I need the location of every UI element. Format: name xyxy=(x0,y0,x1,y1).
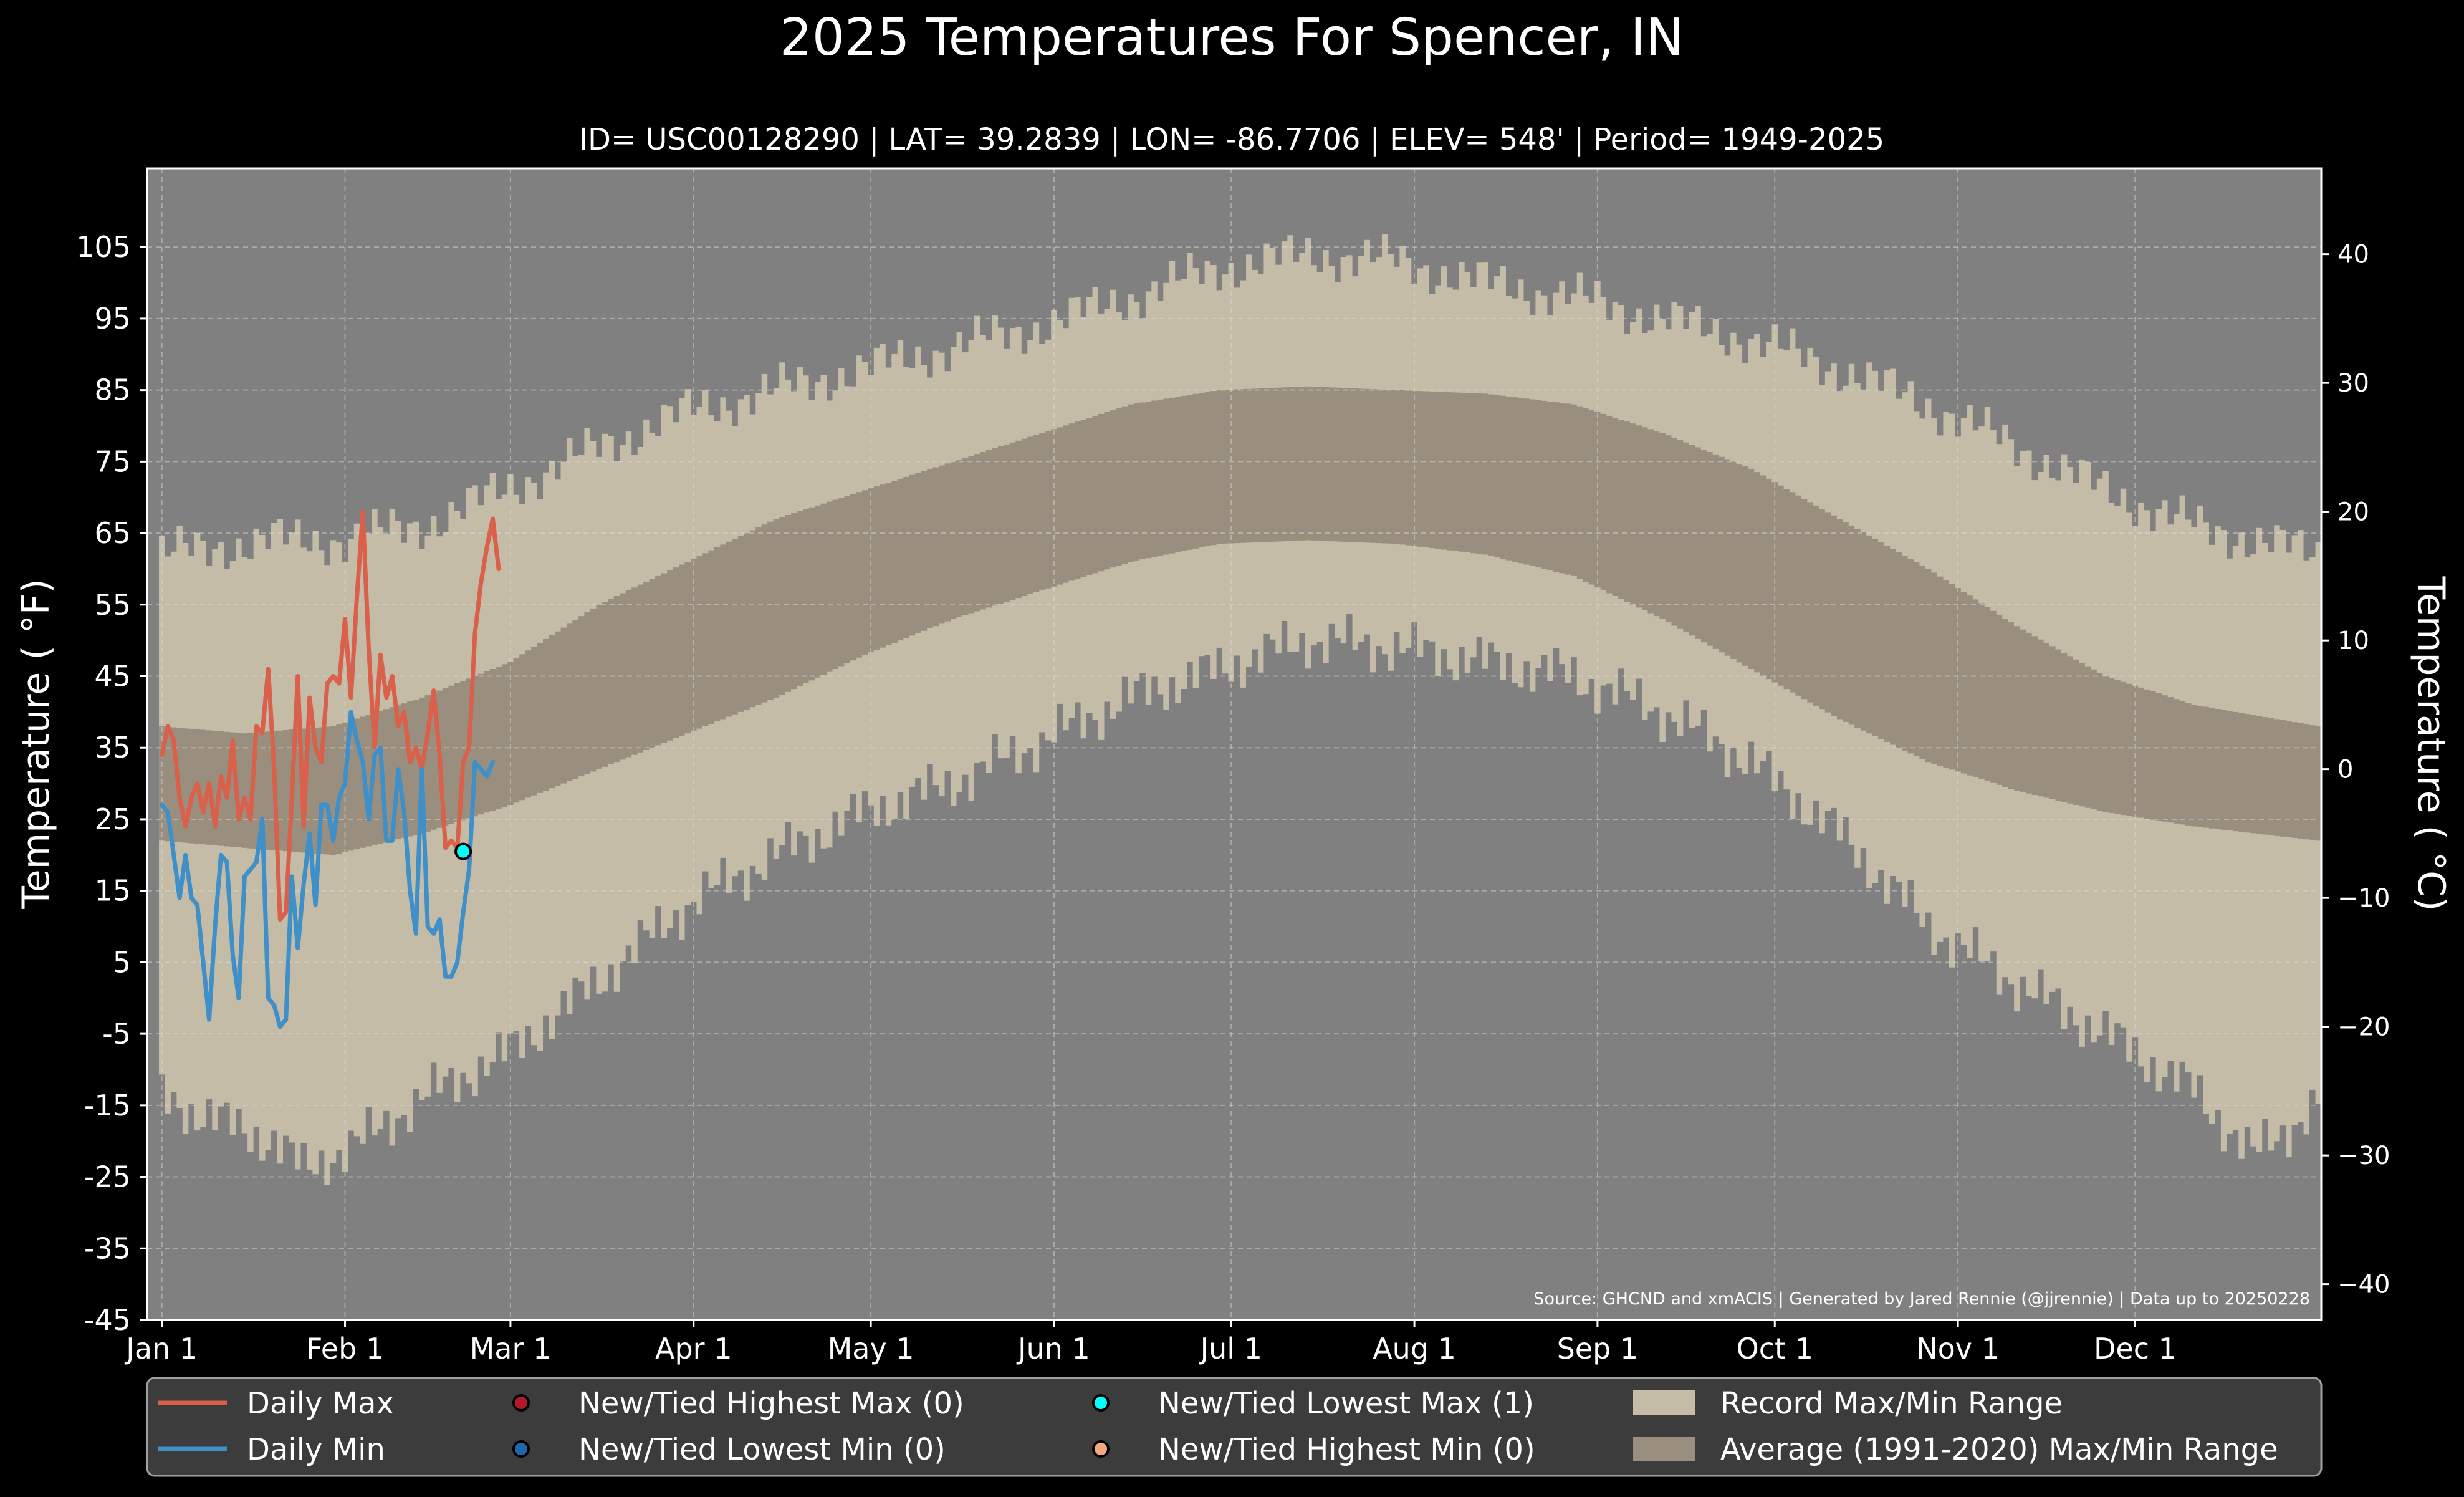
range-bands xyxy=(158,234,2321,1185)
y-tick-label: 75 xyxy=(94,445,131,478)
x-tick-label: Feb 1 xyxy=(306,1332,384,1365)
legend-label: New/Tied Lowest Max (1) xyxy=(1158,1386,1534,1421)
series-lines xyxy=(160,509,501,1029)
legend-label: New/Tied Highest Max (0) xyxy=(578,1386,964,1421)
x-tick-label: Mar 1 xyxy=(470,1332,552,1365)
legend-box xyxy=(146,1377,2323,1477)
legend-item-new-tied-lowest-max-1: New/Tied Lowest Max (1) xyxy=(1092,1386,1534,1421)
grid-lines xyxy=(147,168,2321,1321)
y-right-tick-label: 0 xyxy=(2337,756,2353,784)
legend: Daily Max Daily Min New/Tied Highest Max (… xyxy=(146,1377,2323,1477)
x-tick-label: Oct 1 xyxy=(1737,1332,1813,1365)
y-tick-label: 55 xyxy=(94,588,131,622)
legend-item-daily-max: Daily Max xyxy=(158,1386,394,1421)
y-right-tick-label: 30 xyxy=(2337,369,2369,398)
y-tick-label: 65 xyxy=(94,516,131,550)
y-tick-label: 85 xyxy=(94,373,131,407)
legend-label: New/Tied Highest Min (0) xyxy=(1158,1432,1535,1467)
plot-frame xyxy=(146,167,2323,1321)
legend-label: New/Tied Lowest Min (0) xyxy=(578,1432,946,1467)
y-tick-label: -35 xyxy=(84,1231,131,1265)
x-tick-label: Apr 1 xyxy=(655,1332,732,1365)
chart-title: 2025 Temperatures For Spencer, IN xyxy=(780,8,1684,67)
legend-swatch-dot xyxy=(512,1394,530,1412)
x-tick-label: Sep 1 xyxy=(1557,1332,1639,1365)
y-tick-label: -45 xyxy=(84,1303,131,1337)
legend-item-record-max-min-range: Record Max/Min Range xyxy=(1633,1386,2063,1421)
x-tick-label: Dec 1 xyxy=(2094,1332,2177,1365)
legend-label: Record Max/Min Range xyxy=(1720,1386,2063,1421)
legend-item-daily-min: Daily Min xyxy=(158,1432,385,1467)
x-tick-label: Jan 1 xyxy=(124,1332,198,1365)
chart-subtitle: ID= USC00128290 | LAT= 39.2839 | LON= -8… xyxy=(579,122,1884,157)
y-right-tick-label: 20 xyxy=(2337,498,2369,527)
legend-swatch-dot xyxy=(1092,1394,1110,1412)
y-tick-label: 5 xyxy=(113,945,131,979)
source-note: Source: GHCND and xmACIS | Generated by … xyxy=(1533,1289,2310,1309)
y-right-tick-label: −10 xyxy=(2337,884,2390,913)
x-tick-label: Jul 1 xyxy=(1199,1332,1262,1365)
y-tick-label: 15 xyxy=(94,874,131,908)
y-right-tick-label: 40 xyxy=(2337,241,2369,269)
y-tick-label: -25 xyxy=(84,1160,131,1194)
legend-item-new-tied-highest-min-0: New/Tied Highest Min (0) xyxy=(1092,1432,1535,1467)
x-tick-label: Jun 1 xyxy=(1016,1332,1090,1365)
legend-swatch-dot xyxy=(1092,1440,1110,1458)
x-tick-label: May 1 xyxy=(828,1332,914,1365)
y-axis-right-label: Temperature ( °C) xyxy=(2409,576,2453,912)
y-axis-left: -45 -35 -25 -15 -5 5 15 25 35 45 55 65 75 85 95 105 xyxy=(76,230,147,1337)
y-tick-label: 45 xyxy=(94,660,131,693)
legend-item-new-tied-lowest-min-0: New/Tied Lowest Min (0) xyxy=(512,1432,946,1467)
lowest-max-record-marker xyxy=(454,842,472,860)
y-axis-right: −40 −30 −20 −10 0 10 20 30 40 xyxy=(2321,241,2390,1299)
y-right-tick-label: −20 xyxy=(2337,1013,2390,1042)
plot-area: Source: GHCND and xmACIS | Generated by … xyxy=(146,167,2323,1321)
y-right-tick-label: −30 xyxy=(2337,1142,2390,1170)
y-tick-label: -15 xyxy=(84,1089,131,1122)
y-right-tick-label: −40 xyxy=(2337,1271,2390,1299)
legend-item-new-tied-highest-max-0: New/Tied Highest Max (0) xyxy=(512,1386,964,1421)
legend-label: Daily Min xyxy=(247,1432,385,1467)
record-markers xyxy=(454,842,472,860)
legend-swatch-dot xyxy=(512,1440,530,1458)
legend-label: Average (1991-2020) Max/Min Range xyxy=(1720,1432,2278,1467)
record-range-band xyxy=(158,234,2321,1185)
legend-swatch-patch xyxy=(1633,1437,1695,1461)
y-tick-label: 35 xyxy=(94,731,131,764)
y-right-tick-label: 10 xyxy=(2337,627,2369,655)
x-tick-label: Nov 1 xyxy=(1916,1332,2000,1365)
average-range-band xyxy=(158,386,2321,855)
legend-label: Daily Max xyxy=(247,1386,394,1421)
y-axis-left-label: Temperature ( °F) xyxy=(14,579,58,910)
x-axis: Jan 1 Feb 1 Mar 1 Apr 1 May 1 Jun 1 Jul 1 Aug 1… xyxy=(124,1320,2177,1365)
y-tick-label: 105 xyxy=(76,230,131,264)
daily-max-line xyxy=(160,509,501,922)
y-tick-label: -5 xyxy=(102,1017,131,1051)
y-tick-label: 25 xyxy=(94,802,131,836)
y-tick-label: 95 xyxy=(94,302,131,335)
legend-item-average-1991-2020-max-min-range: Average (1991-2020) Max/Min Range xyxy=(1633,1432,2278,1467)
daily-min-line xyxy=(160,710,495,1029)
legend-swatch-patch xyxy=(1633,1390,1695,1415)
x-tick-label: Aug 1 xyxy=(1373,1332,1456,1365)
